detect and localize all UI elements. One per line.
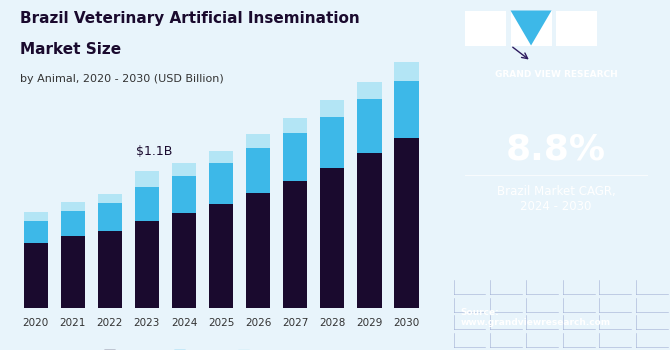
- Bar: [61, 236, 85, 308]
- Bar: [357, 99, 381, 153]
- Legend: Bovine, Swine, Other Animals: Bovine, Swine, Other Animals: [100, 345, 342, 350]
- Bar: [172, 175, 196, 213]
- Bar: [357, 153, 381, 308]
- Bar: [395, 62, 419, 80]
- Text: by Animal, 2020 - 2030 (USD Billion): by Animal, 2020 - 2030 (USD Billion): [20, 74, 224, 84]
- Bar: [172, 163, 196, 175]
- Bar: [61, 202, 85, 210]
- Bar: [246, 148, 270, 193]
- Bar: [135, 170, 159, 187]
- Text: GRAND VIEW RESEARCH: GRAND VIEW RESEARCH: [494, 70, 618, 79]
- Text: Source:
www.grandviewresearch.com: Source: www.grandviewresearch.com: [460, 308, 610, 327]
- Bar: [283, 118, 308, 133]
- Polygon shape: [511, 10, 551, 46]
- FancyBboxPatch shape: [465, 10, 506, 46]
- Bar: [246, 193, 270, 308]
- Bar: [283, 181, 308, 308]
- FancyBboxPatch shape: [511, 10, 551, 46]
- Text: Brazil Veterinary Artificial Insemination: Brazil Veterinary Artificial Inseminatio…: [20, 10, 360, 26]
- Bar: [209, 150, 233, 163]
- Bar: [209, 163, 233, 204]
- Bar: [395, 138, 419, 308]
- Bar: [61, 210, 85, 236]
- Bar: [320, 168, 344, 308]
- Text: Brazil Market CAGR,
2024 - 2030: Brazil Market CAGR, 2024 - 2030: [496, 186, 616, 214]
- Bar: [135, 220, 159, 308]
- Text: $1.1B: $1.1B: [136, 146, 172, 159]
- Bar: [209, 204, 233, 308]
- Bar: [135, 187, 159, 220]
- Bar: [98, 203, 122, 231]
- Bar: [320, 117, 344, 168]
- Bar: [246, 134, 270, 148]
- Bar: [357, 82, 381, 99]
- Bar: [283, 133, 308, 181]
- Bar: [23, 220, 48, 243]
- Text: 8.8%: 8.8%: [506, 133, 606, 167]
- Bar: [98, 194, 122, 203]
- Bar: [172, 213, 196, 308]
- Bar: [23, 243, 48, 308]
- Text: Market Size: Market Size: [20, 42, 121, 57]
- Bar: [23, 212, 48, 220]
- Bar: [395, 80, 419, 138]
- Bar: [98, 231, 122, 308]
- FancyBboxPatch shape: [556, 10, 597, 46]
- Bar: [320, 100, 344, 117]
